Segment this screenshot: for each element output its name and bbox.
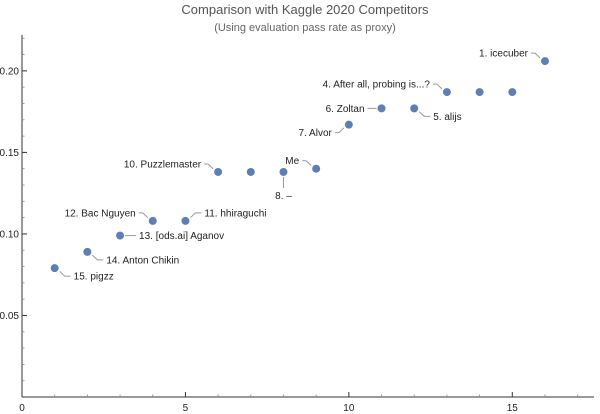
competitor-label: 8. –	[275, 191, 292, 202]
label-leader-line	[530, 52, 541, 59]
data-point	[279, 167, 288, 176]
competitor-label: 6. Zoltan	[326, 104, 365, 115]
label-leader-line	[92, 254, 104, 261]
data-point	[312, 164, 321, 173]
data-point	[475, 88, 484, 97]
label-leader-line	[302, 160, 312, 166]
me-label: Me	[285, 156, 299, 167]
data-point	[148, 216, 157, 225]
data-point	[181, 216, 190, 225]
label-leader-line	[418, 111, 431, 117]
data-point	[508, 88, 517, 97]
point-labels: 15. pigzz 14. Anton Chikin 13. [ods.ai] Ag…	[65, 49, 529, 283]
label-leader-line	[334, 127, 345, 134]
competitor-label: 7. Alvor	[298, 128, 332, 139]
x-tick-label: 0	[19, 403, 25, 414]
x-tick-label: 10	[343, 403, 355, 414]
competitor-label: 4. After all, probing is...?	[323, 80, 431, 91]
data-point	[246, 167, 255, 176]
x-tick-label: 5	[183, 403, 189, 414]
competitor-label: 12. Bac Nguyen	[65, 208, 136, 219]
y-tick-label: 0.15	[0, 148, 19, 159]
data-point	[214, 167, 223, 176]
competitor-label: 11. hhiraguchi	[204, 208, 266, 219]
data-point	[344, 120, 353, 129]
y-tick-label: 0.05	[0, 311, 19, 322]
data-point	[116, 231, 125, 240]
chart-title: Comparison with Kaggle 2020 Competitors	[181, 2, 429, 17]
label-leader-line	[190, 212, 202, 219]
data-point	[83, 247, 92, 256]
data-point	[442, 88, 451, 97]
axes: 0 5 10 15 0.05 0.10 0.15 0.20	[0, 35, 594, 414]
competitor-label: 14. Anton Chikin	[106, 255, 179, 266]
data-point	[50, 264, 59, 273]
label-leaders	[59, 52, 541, 277]
competitor-label: 13. [ods.ai] Aganov	[139, 231, 224, 242]
y-tick-label: 0.10	[0, 229, 19, 240]
data-points	[50, 57, 549, 273]
data-point	[377, 104, 386, 113]
label-leader-line	[59, 271, 71, 277]
competitor-label: 1. icecuber	[479, 49, 529, 60]
label-leader-line	[204, 163, 214, 170]
competitor-label: 15. pigzz	[74, 272, 114, 283]
label-leader-line	[432, 83, 443, 90]
data-point	[410, 104, 419, 113]
data-point	[540, 57, 549, 66]
label-leader-line	[138, 212, 149, 219]
chart-subtitle: (Using evaluation pass rate as proxy)	[214, 22, 396, 34]
competitor-label: 10. Puzzlemaster	[124, 159, 202, 170]
competitor-label: 5. alijs	[433, 112, 461, 123]
x-tick-label: 15	[507, 403, 519, 414]
y-tick-label: 0.20	[0, 66, 19, 77]
